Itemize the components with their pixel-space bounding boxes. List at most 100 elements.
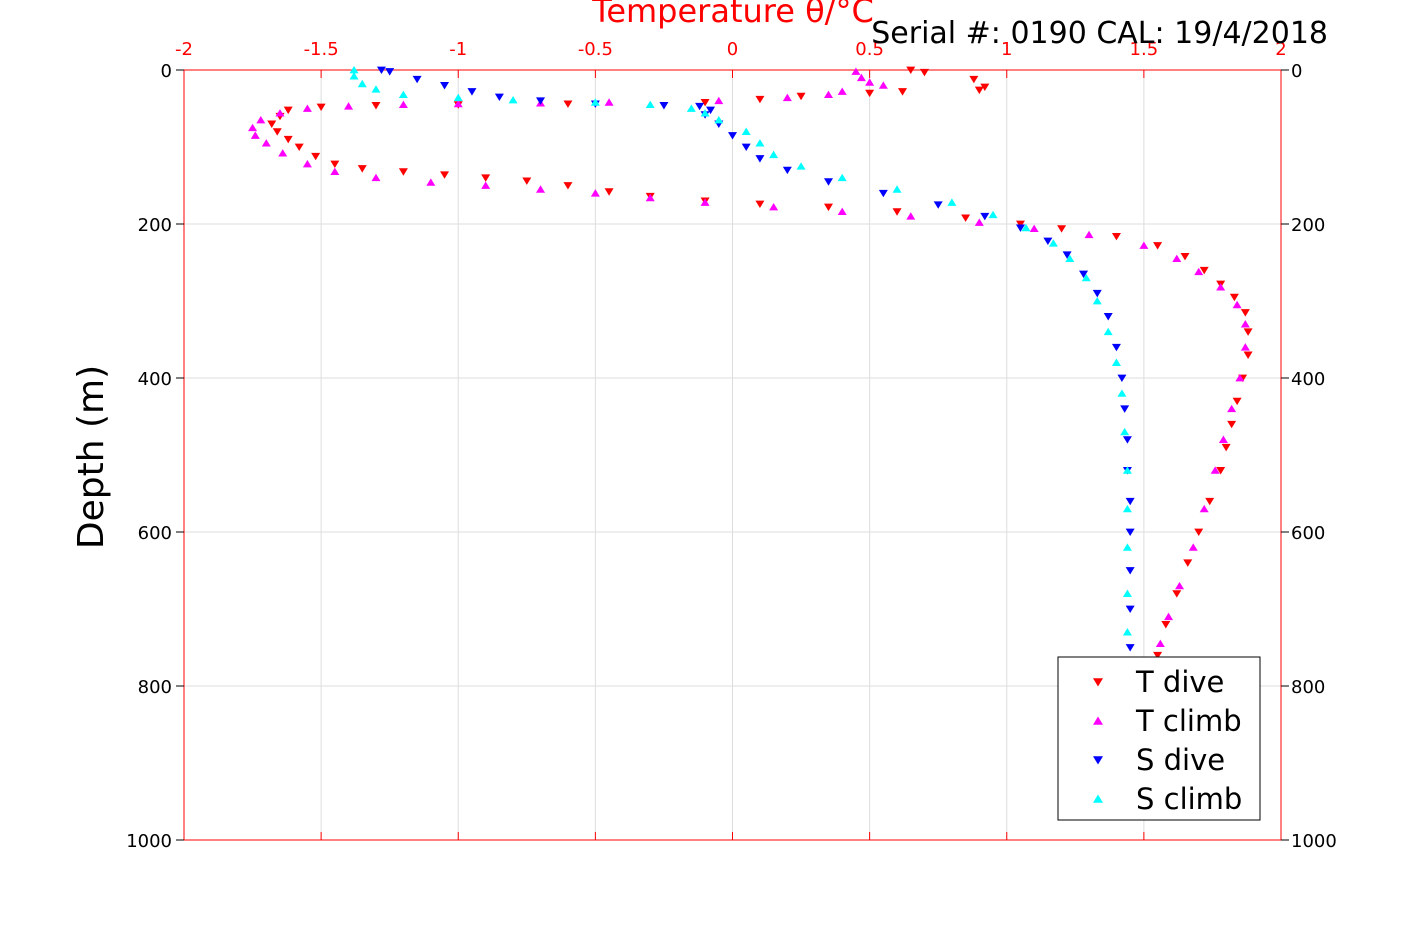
data-point <box>1216 467 1226 475</box>
data-point <box>645 193 655 202</box>
data-point <box>302 104 312 112</box>
data-point <box>1117 374 1127 383</box>
data-point <box>1122 628 1132 636</box>
data-point <box>1125 528 1135 537</box>
data-point <box>536 185 546 193</box>
data-point <box>302 159 312 168</box>
data-point <box>1194 528 1204 537</box>
data-point <box>1120 405 1130 413</box>
data-point <box>755 155 765 163</box>
data-point <box>1015 224 1025 232</box>
data-point <box>974 86 984 95</box>
data-point <box>412 75 422 84</box>
data-point <box>536 97 546 105</box>
data-point <box>837 173 847 182</box>
legend-marker <box>1093 716 1103 725</box>
data-point <box>1048 239 1058 247</box>
legend-marker <box>1093 678 1103 687</box>
legend-marker <box>1093 794 1103 803</box>
data-point <box>1122 466 1132 474</box>
data-point <box>440 82 450 90</box>
x-tick-label: -2 <box>175 39 193 60</box>
data-point <box>250 131 260 139</box>
data-point <box>283 135 293 144</box>
data-point <box>1155 639 1165 648</box>
y-tick-label-left: 600 <box>138 523 172 544</box>
data-point <box>1125 605 1135 614</box>
data-point <box>357 165 367 173</box>
data-point <box>906 66 916 75</box>
data-point <box>769 203 779 211</box>
data-point <box>919 68 929 77</box>
data-point <box>256 116 266 124</box>
data-point <box>426 178 436 186</box>
data-point <box>755 139 765 147</box>
data-point <box>782 166 792 175</box>
data-point <box>398 168 408 176</box>
data-point <box>1180 252 1190 261</box>
data-point <box>1065 254 1075 263</box>
data-point <box>659 102 669 110</box>
data-point <box>796 162 806 170</box>
data-point <box>1122 504 1132 513</box>
data-point <box>782 93 792 102</box>
data-point <box>385 68 395 76</box>
data-point <box>892 208 902 216</box>
data-point <box>481 174 491 182</box>
data-point <box>1210 466 1220 474</box>
data-point <box>1172 590 1182 598</box>
data-point <box>1139 241 1149 249</box>
data-point <box>563 100 573 108</box>
y-tick-label-left: 800 <box>138 677 172 698</box>
data-point <box>590 189 600 197</box>
legend-label: T climb <box>1135 704 1242 738</box>
data-point <box>1235 373 1245 382</box>
x-tick-label: -1 <box>449 39 467 60</box>
x-tick-label: 0.5 <box>855 39 884 60</box>
x-tick-label: -1.5 <box>304 39 339 60</box>
x-tick-label: 0 <box>727 39 738 60</box>
data-point <box>1043 237 1053 245</box>
data-point <box>892 185 902 193</box>
data-point <box>878 189 888 198</box>
data-point <box>398 90 408 99</box>
data-point <box>275 109 285 117</box>
data-point <box>1205 497 1215 506</box>
data-point <box>1057 225 1067 233</box>
data-point <box>1111 343 1121 352</box>
data-point <box>1092 289 1102 298</box>
data-point <box>1188 543 1198 551</box>
data-point <box>695 102 705 111</box>
data-points <box>248 65 1253 675</box>
data-point <box>371 173 381 182</box>
y-tick-label-left: 1000 <box>126 831 172 852</box>
data-point <box>1122 436 1132 444</box>
data-point <box>1240 343 1250 351</box>
data-point <box>1243 351 1253 359</box>
data-point <box>714 116 724 124</box>
data-point <box>261 139 271 147</box>
data-point <box>700 109 710 117</box>
data-point <box>357 79 367 88</box>
series-s-climb <box>349 65 1132 667</box>
data-point <box>376 66 386 75</box>
data-point <box>837 207 847 216</box>
data-point <box>1117 389 1127 397</box>
data-point <box>248 123 258 132</box>
data-point <box>316 103 326 112</box>
legend: T dive T climb S dive S climb <box>1057 656 1261 821</box>
data-point <box>1183 559 1193 567</box>
data-point <box>330 160 340 168</box>
data-point <box>1199 504 1209 513</box>
data-point <box>1125 567 1135 575</box>
data-point <box>1216 283 1226 291</box>
data-point <box>371 102 381 110</box>
y-tick-label-right: 400 <box>1291 369 1325 390</box>
x-tick-label: 2 <box>1275 39 1286 60</box>
data-point <box>1120 427 1130 436</box>
data-point <box>686 104 696 112</box>
data-point <box>1221 443 1231 452</box>
data-point <box>604 188 614 196</box>
legend-label: S climb <box>1136 782 1242 816</box>
data-point <box>1125 644 1135 652</box>
